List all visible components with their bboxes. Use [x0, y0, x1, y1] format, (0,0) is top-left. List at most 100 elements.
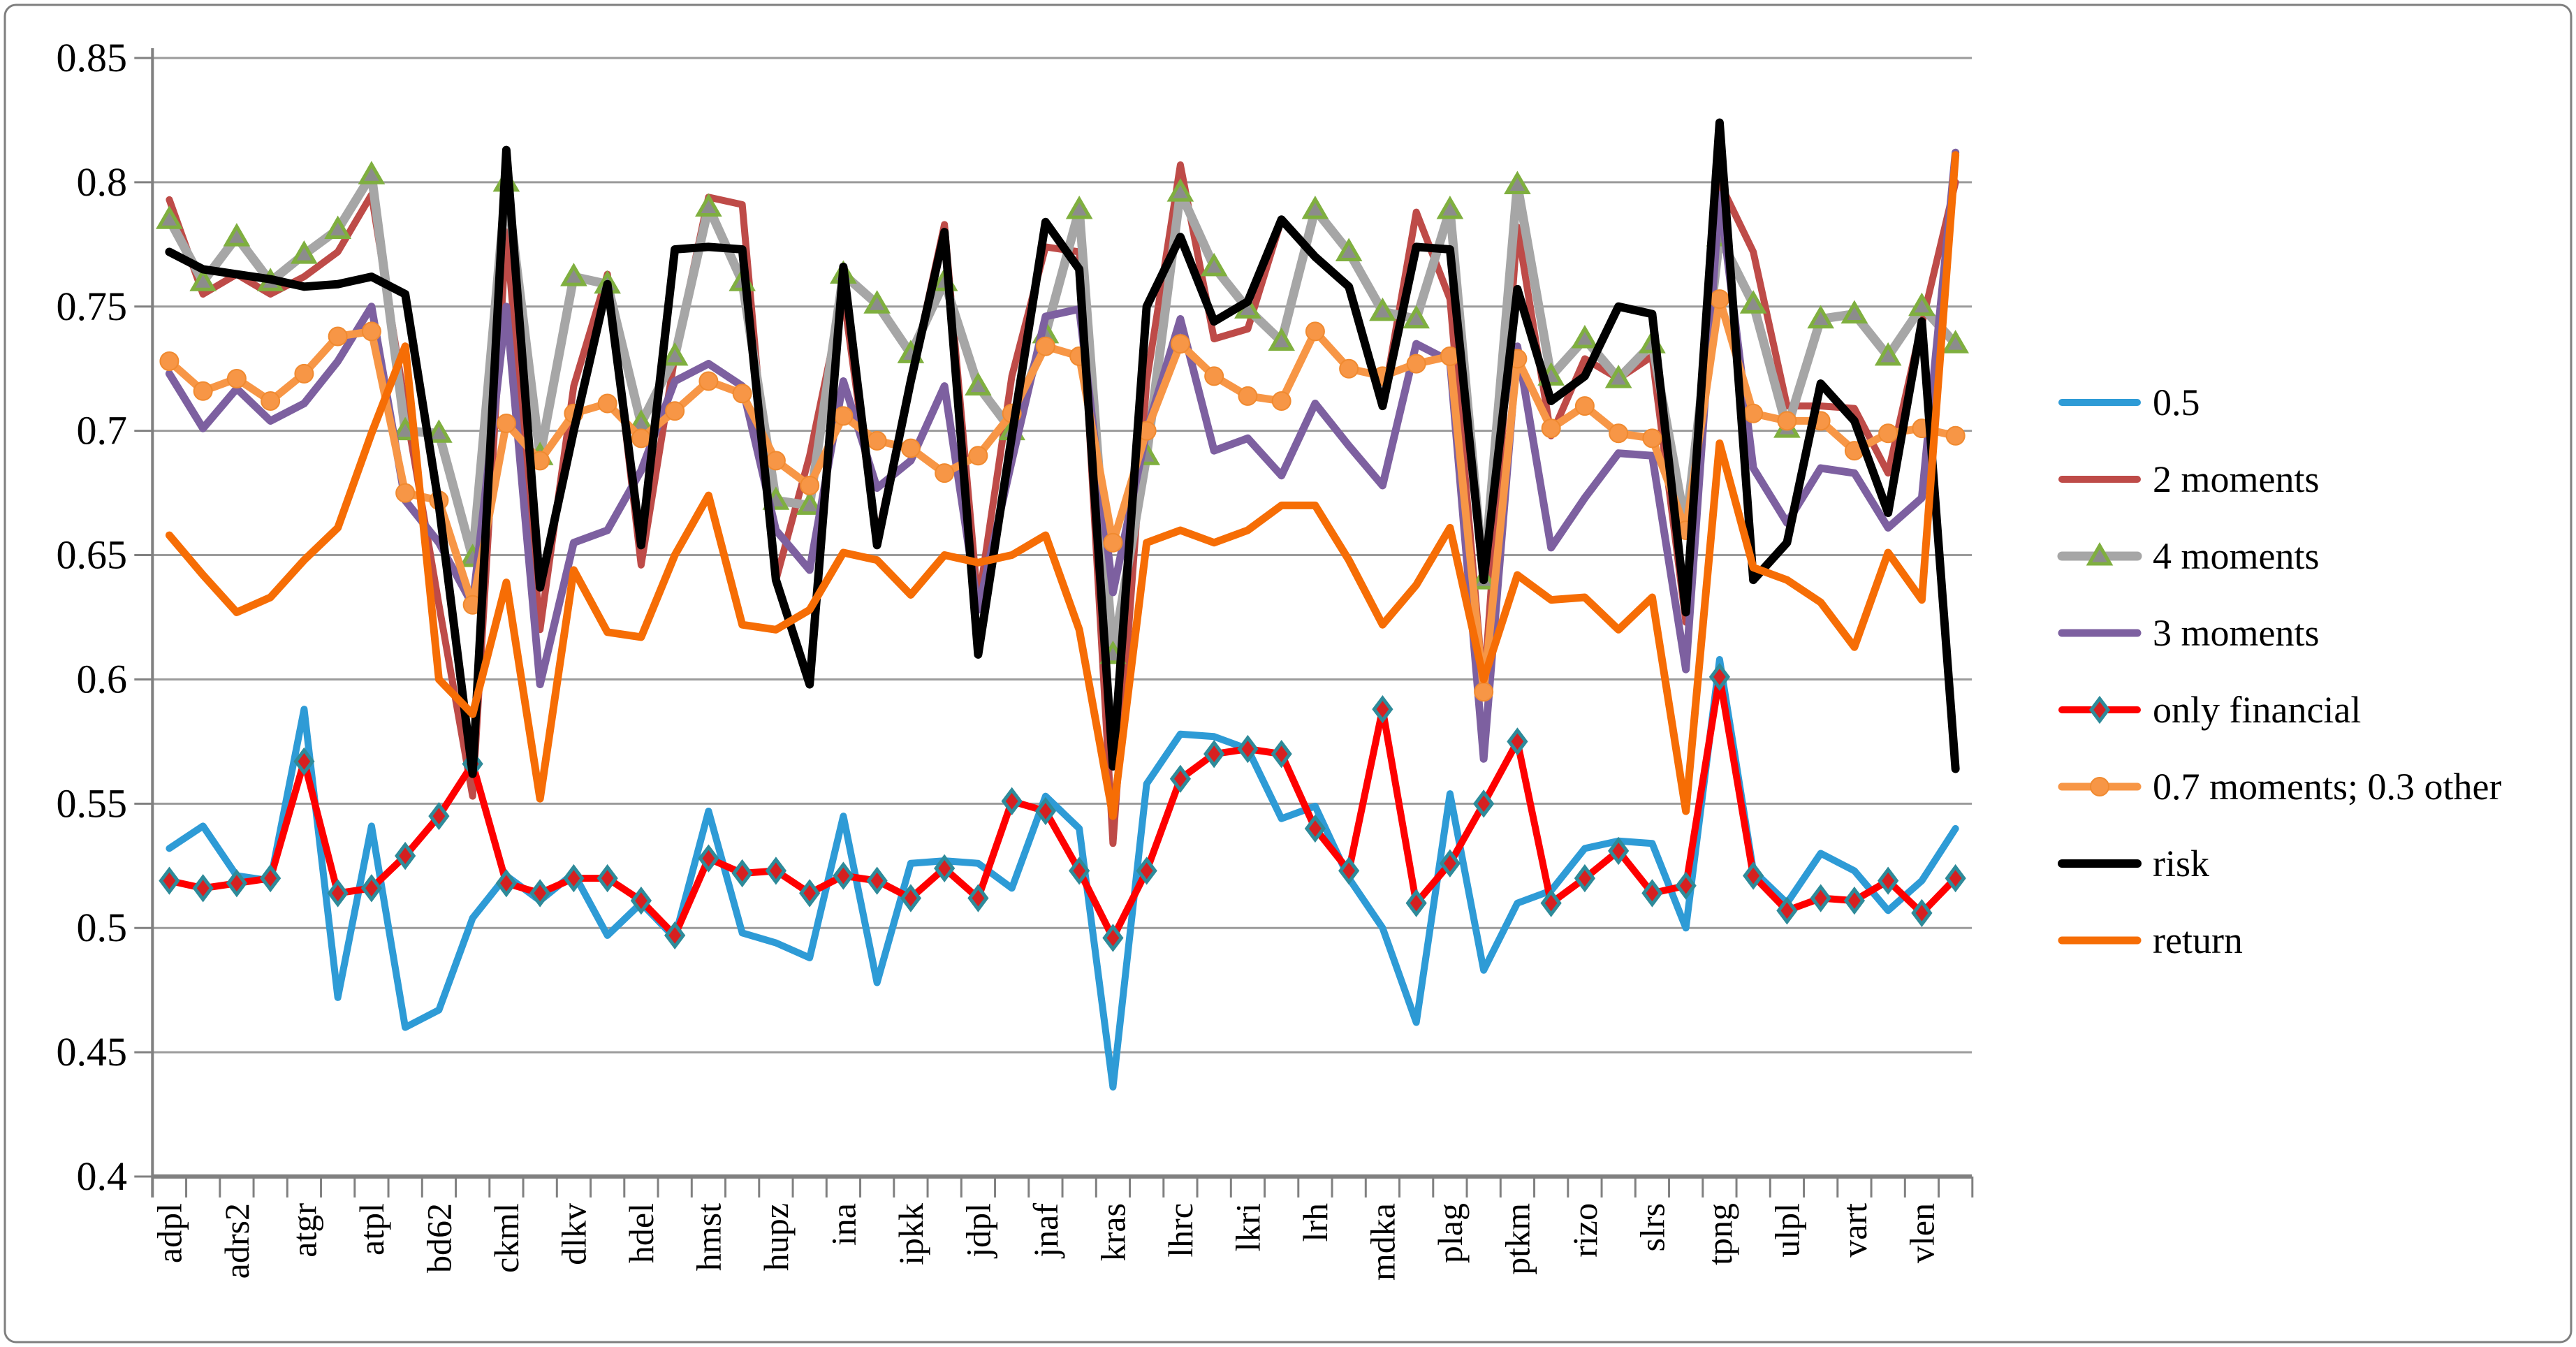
diamond-marker — [1237, 734, 1259, 764]
x-axis-label: kras — [1093, 1203, 1132, 1261]
diamond-marker — [260, 864, 281, 893]
triangle-marker — [1369, 297, 1396, 321]
x-axis-label: atpl — [352, 1203, 391, 1255]
circle-marker — [1474, 682, 1494, 702]
x-axis-label: rizo — [1565, 1203, 1604, 1258]
diamond-marker — [293, 747, 315, 776]
circle-marker — [935, 463, 955, 483]
triangle-marker — [560, 263, 587, 286]
diamond-marker — [327, 879, 349, 908]
legend-label: return — [2153, 919, 2243, 961]
circle-marker — [1271, 391, 1291, 411]
x-axis-label: ulpl — [1767, 1203, 1806, 1258]
series-line-return — [165, 151, 1960, 820]
circle-marker — [159, 351, 180, 372]
diamond-marker — [563, 864, 585, 893]
triangle-marker — [1504, 170, 1531, 194]
diamond-marker — [529, 879, 551, 908]
series-line-0-7-moments-0-3-other — [165, 295, 1960, 696]
diamond-marker — [1608, 836, 1630, 866]
circle-marker — [1305, 321, 1325, 342]
x-axis-label: hdel — [622, 1203, 661, 1263]
triangle-marker — [223, 223, 251, 247]
series-risk — [165, 118, 1960, 778]
legend-item-3-moments: 3 moments — [2058, 612, 2320, 654]
circle-marker — [261, 391, 281, 411]
legend-item-risk: risk — [2058, 843, 2209, 884]
diamond-marker — [1574, 864, 1596, 893]
circle-marker — [1103, 532, 1123, 553]
diamond-marker — [1675, 871, 1697, 900]
x-axis-label: plag — [1430, 1203, 1470, 1263]
diamond-marker — [1372, 694, 1393, 724]
diamond-marker — [1945, 864, 1966, 893]
circle-marker — [1339, 358, 1359, 379]
circle-marker — [1406, 354, 1426, 374]
triangle-marker — [1942, 330, 1969, 354]
diamond-marker — [698, 844, 719, 873]
series-0-5 — [166, 655, 1959, 1091]
diamond-marker — [1507, 727, 1528, 756]
x-axis-label: vlen — [1902, 1203, 1941, 1263]
triangle-marker — [425, 419, 453, 443]
circle-marker — [1743, 403, 1764, 423]
circle-marker — [968, 446, 988, 466]
diamond-marker — [1001, 787, 1023, 815]
diamond-marker — [1338, 857, 1360, 885]
circle-marker — [1035, 336, 1055, 356]
diamond-marker — [1405, 889, 1427, 917]
diamond-marker — [731, 859, 753, 888]
triangle-marker — [661, 342, 689, 366]
circle-marker — [1945, 425, 1966, 446]
circle-marker — [1574, 396, 1595, 416]
diamond-marker — [1878, 866, 1899, 895]
legend-label: 2 moments — [2153, 458, 2320, 500]
triangle-marker — [1200, 252, 1228, 277]
legend-item-only-financial: only financial — [2058, 689, 2361, 731]
circle-marker — [833, 406, 854, 426]
circle-marker — [193, 381, 213, 401]
legend-item-2-moments: 2 moments — [2058, 458, 2320, 500]
x-axis-label: jdpl — [958, 1203, 997, 1259]
circle-marker — [631, 428, 651, 449]
diamond-marker — [1102, 924, 1124, 952]
circle-marker — [1642, 428, 1662, 449]
circle-marker — [496, 413, 516, 433]
diamond-marker — [395, 841, 416, 871]
y-axis-label: 0.8 — [77, 159, 128, 205]
x-axis-label: hupz — [756, 1203, 796, 1271]
diamond-marker — [1473, 789, 1495, 818]
triangle-marker — [1840, 300, 1868, 323]
circle-marker — [1170, 334, 1190, 354]
series-only-financial — [159, 662, 1966, 952]
y-axis-label: 0.45 — [57, 1029, 128, 1075]
triangle-marker — [324, 215, 351, 239]
x-axis-label: hmst — [689, 1203, 728, 1271]
legend-item-return: return — [2058, 919, 2243, 961]
series-return — [165, 151, 1960, 820]
triangle-marker — [1335, 238, 1363, 262]
y-axis-label: 0.55 — [57, 780, 128, 826]
x-axis-label: ckml — [487, 1203, 526, 1273]
triangle-marker — [1739, 290, 1767, 314]
diamond-marker — [597, 864, 618, 893]
legend-label: 0.7 moments; 0.3 other — [2153, 766, 2501, 808]
y-axis-label: 0.6 — [77, 656, 128, 701]
triangle-marker — [863, 290, 891, 314]
x-axis-label: slrs — [1632, 1203, 1671, 1251]
circle-marker — [361, 321, 381, 342]
x-axis-label: atgr — [284, 1203, 323, 1258]
diamond-marker — [1203, 740, 1225, 769]
triangle-marker — [1301, 196, 1329, 219]
triangle-marker — [1403, 305, 1430, 329]
triangle-marker — [189, 268, 217, 291]
triangle-marker — [1166, 178, 1194, 202]
circle-marker — [900, 438, 921, 458]
circle-marker — [2090, 777, 2109, 796]
x-axis-label: ipkk — [891, 1203, 930, 1265]
legend-label: risk — [2153, 843, 2209, 884]
diamond-marker — [1843, 886, 1866, 915]
diamond-marker — [833, 861, 854, 890]
x-axis-label: jnaf — [1026, 1203, 1065, 1259]
triangle-marker — [1807, 305, 1834, 329]
